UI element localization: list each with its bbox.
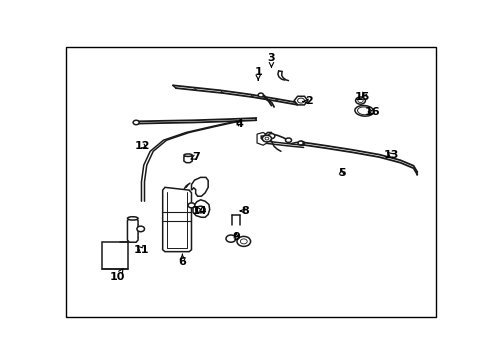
Text: 10: 10 xyxy=(109,269,124,283)
Text: 12: 12 xyxy=(135,141,150,151)
Text: 8: 8 xyxy=(240,206,248,216)
Polygon shape xyxy=(193,200,209,217)
Text: 9: 9 xyxy=(232,232,240,242)
Circle shape xyxy=(262,135,271,142)
Text: 7: 7 xyxy=(191,152,199,162)
Text: 3: 3 xyxy=(267,53,275,67)
Polygon shape xyxy=(183,155,192,163)
Circle shape xyxy=(297,141,303,145)
Circle shape xyxy=(355,97,365,104)
Text: 11: 11 xyxy=(133,245,149,255)
Circle shape xyxy=(258,93,263,97)
Circle shape xyxy=(297,98,304,103)
Ellipse shape xyxy=(354,105,373,116)
Circle shape xyxy=(240,239,247,244)
Circle shape xyxy=(264,137,268,140)
Circle shape xyxy=(133,120,139,125)
Circle shape xyxy=(299,141,304,145)
Text: 4: 4 xyxy=(235,118,243,129)
Text: 1: 1 xyxy=(254,67,262,80)
Ellipse shape xyxy=(357,107,370,115)
Polygon shape xyxy=(163,187,191,252)
Circle shape xyxy=(237,237,250,246)
Text: 5: 5 xyxy=(337,168,345,179)
Circle shape xyxy=(285,138,291,143)
Text: 6: 6 xyxy=(178,255,186,267)
Text: 14: 14 xyxy=(191,206,207,216)
Ellipse shape xyxy=(183,154,192,157)
Ellipse shape xyxy=(127,217,138,220)
Polygon shape xyxy=(191,177,208,196)
Bar xyxy=(102,242,127,269)
Circle shape xyxy=(188,203,195,208)
Circle shape xyxy=(196,206,205,213)
Text: 2: 2 xyxy=(302,96,313,107)
Text: 16: 16 xyxy=(364,107,380,117)
Circle shape xyxy=(267,134,274,139)
Circle shape xyxy=(225,235,235,242)
Polygon shape xyxy=(261,132,272,141)
Polygon shape xyxy=(127,219,138,242)
Text: 15: 15 xyxy=(354,92,369,102)
Text: 13: 13 xyxy=(383,150,399,161)
Polygon shape xyxy=(257,132,266,145)
Circle shape xyxy=(137,226,144,232)
Circle shape xyxy=(357,99,363,103)
